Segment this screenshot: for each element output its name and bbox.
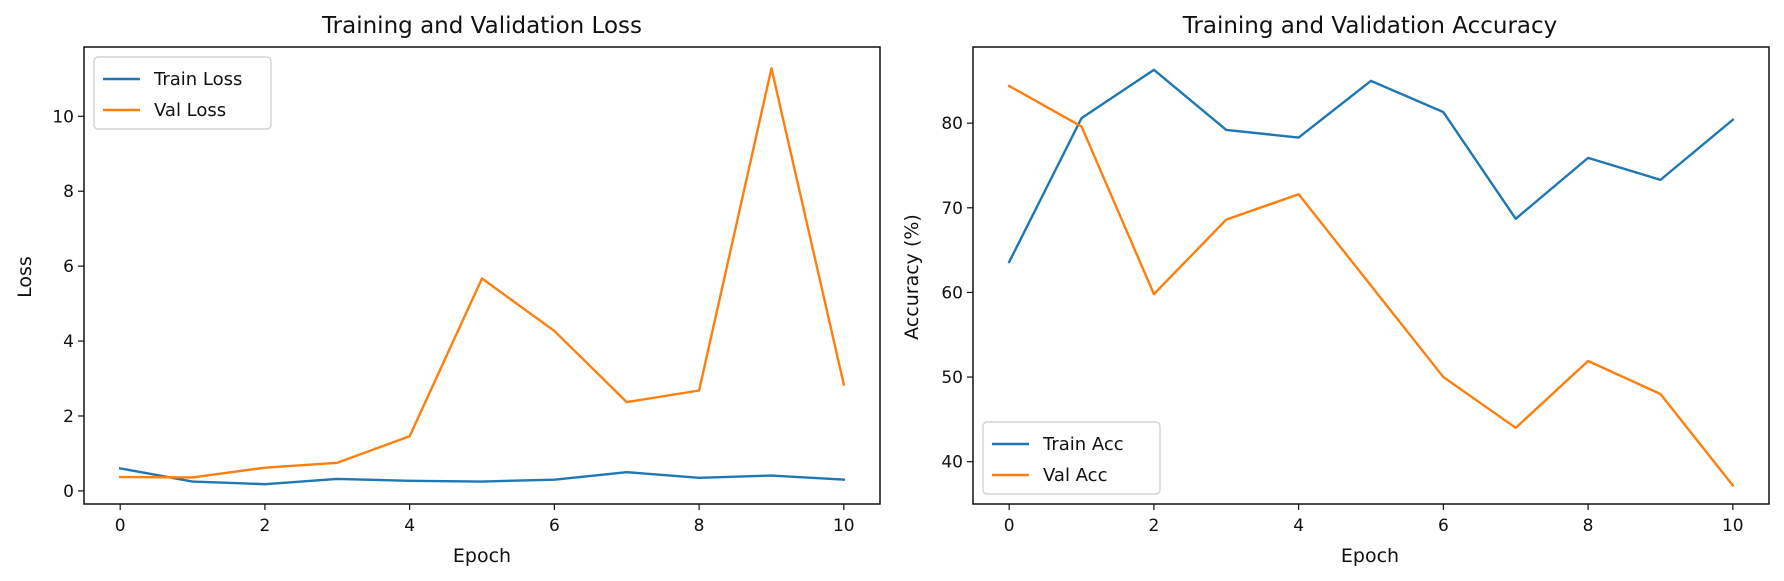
loss-series-line-train-loss <box>118 467 846 486</box>
loss-legend-label: Val Loss <box>154 100 226 121</box>
accuracy-plot-frame <box>972 46 1770 505</box>
accuracy-legend-label: Train Acc <box>1042 434 1124 455</box>
loss-chart-ylabel: Loss <box>14 256 36 298</box>
loss-xtick-label: 10 <box>833 516 855 536</box>
loss-xtick-label: 8 <box>694 516 705 536</box>
accuracy-ytick-label: 70 <box>941 199 963 219</box>
accuracy-chart-title: Training and Validation Accuracy <box>1182 13 1558 39</box>
loss-chart-xlabel: Epoch <box>453 545 511 567</box>
loss-plot-frame <box>83 46 881 505</box>
accuracy-xtick-label: 4 <box>1293 516 1304 536</box>
loss-chart-panel: Training and Validation Loss Epoch Loss … <box>14 13 881 567</box>
accuracy-xtick-label: 0 <box>1004 516 1015 536</box>
loss-ytick-label: 4 <box>63 332 74 352</box>
accuracy-ytick-label: 50 <box>941 368 963 388</box>
loss-xtick-label: 4 <box>404 516 415 536</box>
accuracy-chart-panel: Training and Validation Accuracy Epoch A… <box>901 13 1770 567</box>
accuracy-ytick-label: 60 <box>941 283 963 303</box>
accuracy-chart-ylabel: Accuracy (%) <box>901 214 923 340</box>
loss-ytick-label: 6 <box>63 257 74 277</box>
loss-ytick-label: 0 <box>63 482 74 502</box>
accuracy-xtick-label: 8 <box>1583 516 1594 536</box>
accuracy-xtick-label: 10 <box>1722 516 1744 536</box>
loss-ytick-label: 2 <box>63 407 74 427</box>
loss-series-line-val-loss <box>118 67 846 479</box>
loss-ytick-label: 10 <box>52 107 74 127</box>
loss-legend: Train Loss Val Loss <box>93 56 272 130</box>
loss-xtick-label: 2 <box>259 516 270 536</box>
accuracy-legend-label: Val Acc <box>1043 465 1107 486</box>
loss-ytick-label: 8 <box>63 182 74 202</box>
loss-chart-title: Training and Validation Loss <box>321 13 642 39</box>
loss-xtick-label: 0 <box>115 516 126 536</box>
accuracy-xtick-label: 2 <box>1148 516 1159 536</box>
accuracy-xtick-label: 6 <box>1438 516 1449 536</box>
accuracy-legend: Train Acc Val Acc <box>982 421 1161 495</box>
accuracy-ytick-label: 80 <box>941 114 963 134</box>
accuracy-ytick-label: 40 <box>941 453 963 473</box>
loss-legend-label: Train Loss <box>153 69 242 90</box>
accuracy-series-line-train-acc <box>1007 68 1735 264</box>
accuracy-series-line-val-acc <box>1007 84 1735 488</box>
loss-xtick-label: 6 <box>549 516 560 536</box>
accuracy-chart-xlabel: Epoch <box>1341 545 1399 567</box>
